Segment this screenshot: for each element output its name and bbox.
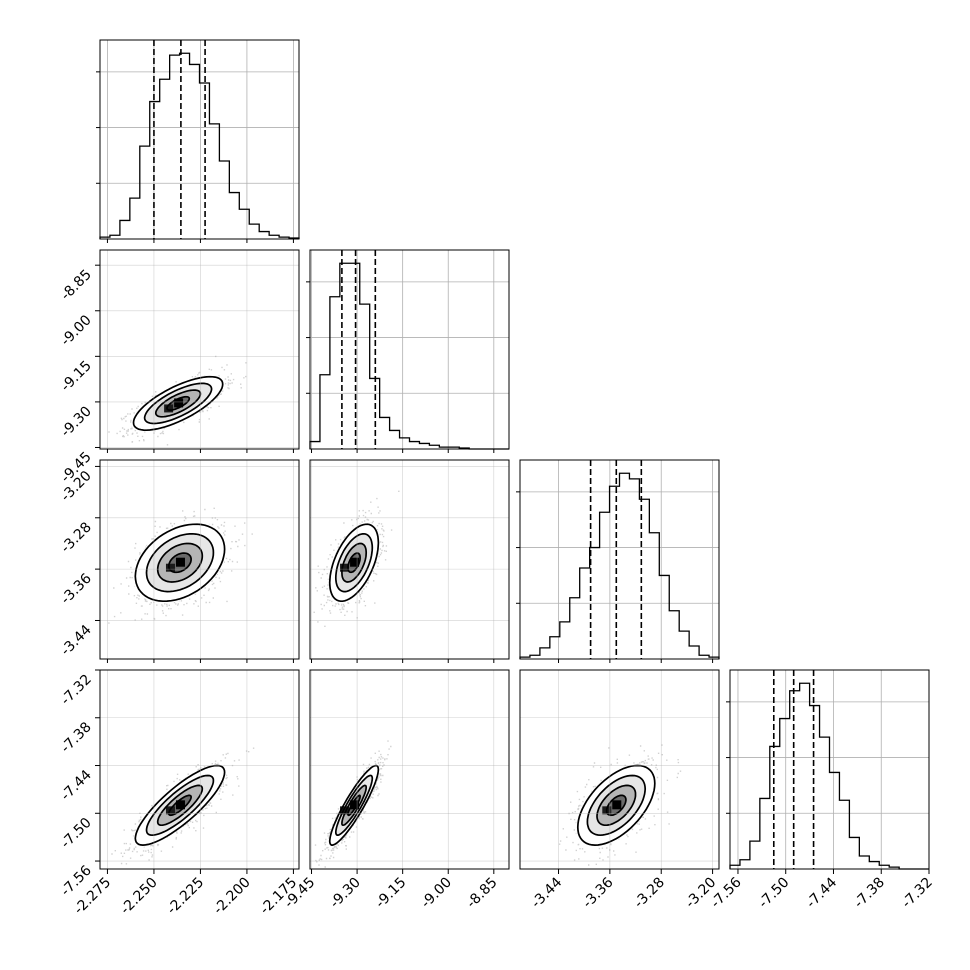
x-tick-label: -7.32 [899, 875, 936, 912]
hist-panel-3 [516, 459, 720, 660]
contour-3 [145, 774, 215, 837]
x-tick-label: -7.50 [756, 875, 793, 912]
density-peak [350, 557, 360, 567]
y-tick-label: -3.28 [58, 519, 95, 556]
density-peak [175, 800, 185, 810]
density-peak [175, 557, 185, 567]
contour-3 [586, 774, 647, 837]
contour-2 [341, 542, 368, 583]
histogram-2 [309, 262, 509, 450]
histogram-4 [729, 682, 929, 870]
y-tick-label: -7.32 [58, 672, 95, 709]
x-tick-label: -9.00 [418, 875, 455, 912]
x-tick-label: -9.30 [327, 875, 364, 912]
hist-panel-1 [96, 39, 300, 240]
contour-1 [166, 395, 191, 411]
contour-3 [145, 532, 215, 593]
x-tick-label: -3.28 [631, 875, 668, 912]
y-tick-label: -8.85 [58, 267, 95, 304]
contour-4 [328, 764, 380, 846]
contour-2 [596, 784, 637, 827]
contour-2 [156, 542, 204, 583]
y-tick-label: -9.30 [58, 403, 95, 440]
x-tick-label: -2.250 [118, 875, 161, 918]
y-tick-label: -9.15 [58, 358, 95, 395]
scatter-panel-2-1 [99, 249, 300, 450]
hist-panel-4 [726, 669, 930, 870]
density-peak [350, 800, 360, 810]
scatter-panel-4-3 [519, 669, 720, 870]
x-tick-label: -8.85 [464, 875, 501, 912]
x-tick-label: -7.44 [803, 874, 840, 911]
contour-2 [154, 389, 202, 418]
contour-2 [341, 784, 368, 827]
contour-3 [143, 382, 213, 425]
scatter-panel-4-2 [309, 669, 510, 870]
contour-4 [328, 523, 380, 603]
contour-1 [167, 794, 192, 817]
x-tick-label: -3.36 [580, 874, 617, 911]
scatter-panel-3-2 [309, 459, 510, 660]
density-peak [612, 800, 622, 810]
contour-3 [334, 532, 374, 593]
y-tick-label: -7.44 [58, 767, 95, 804]
density-peak [174, 398, 184, 408]
x-tick-label: -2.225 [164, 875, 207, 918]
contour-1 [605, 794, 627, 817]
x-tick-label: -7.38 [851, 875, 888, 912]
x-tick-label: -9.15 [373, 875, 410, 912]
hist-panel-2 [306, 249, 510, 450]
x-tick-label: -2.200 [211, 875, 254, 918]
scatter-panel-4-1 [99, 669, 300, 870]
contour-4 [134, 764, 226, 846]
y-tick-label: -3.44 [58, 622, 95, 659]
histogram-3 [519, 472, 720, 659]
y-tick-label: -3.36 [58, 571, 95, 608]
x-tick-label: -3.44 [528, 874, 565, 911]
histogram-1 [99, 52, 300, 239]
y-tick-label: -7.50 [58, 815, 95, 852]
y-tick-label: -7.38 [58, 719, 95, 756]
contour-3 [334, 774, 374, 836]
contour-2 [156, 784, 204, 827]
y-tick-label: -9.00 [58, 312, 95, 349]
scatter-panel-3-1 [99, 459, 300, 660]
contour-4 [134, 523, 226, 603]
